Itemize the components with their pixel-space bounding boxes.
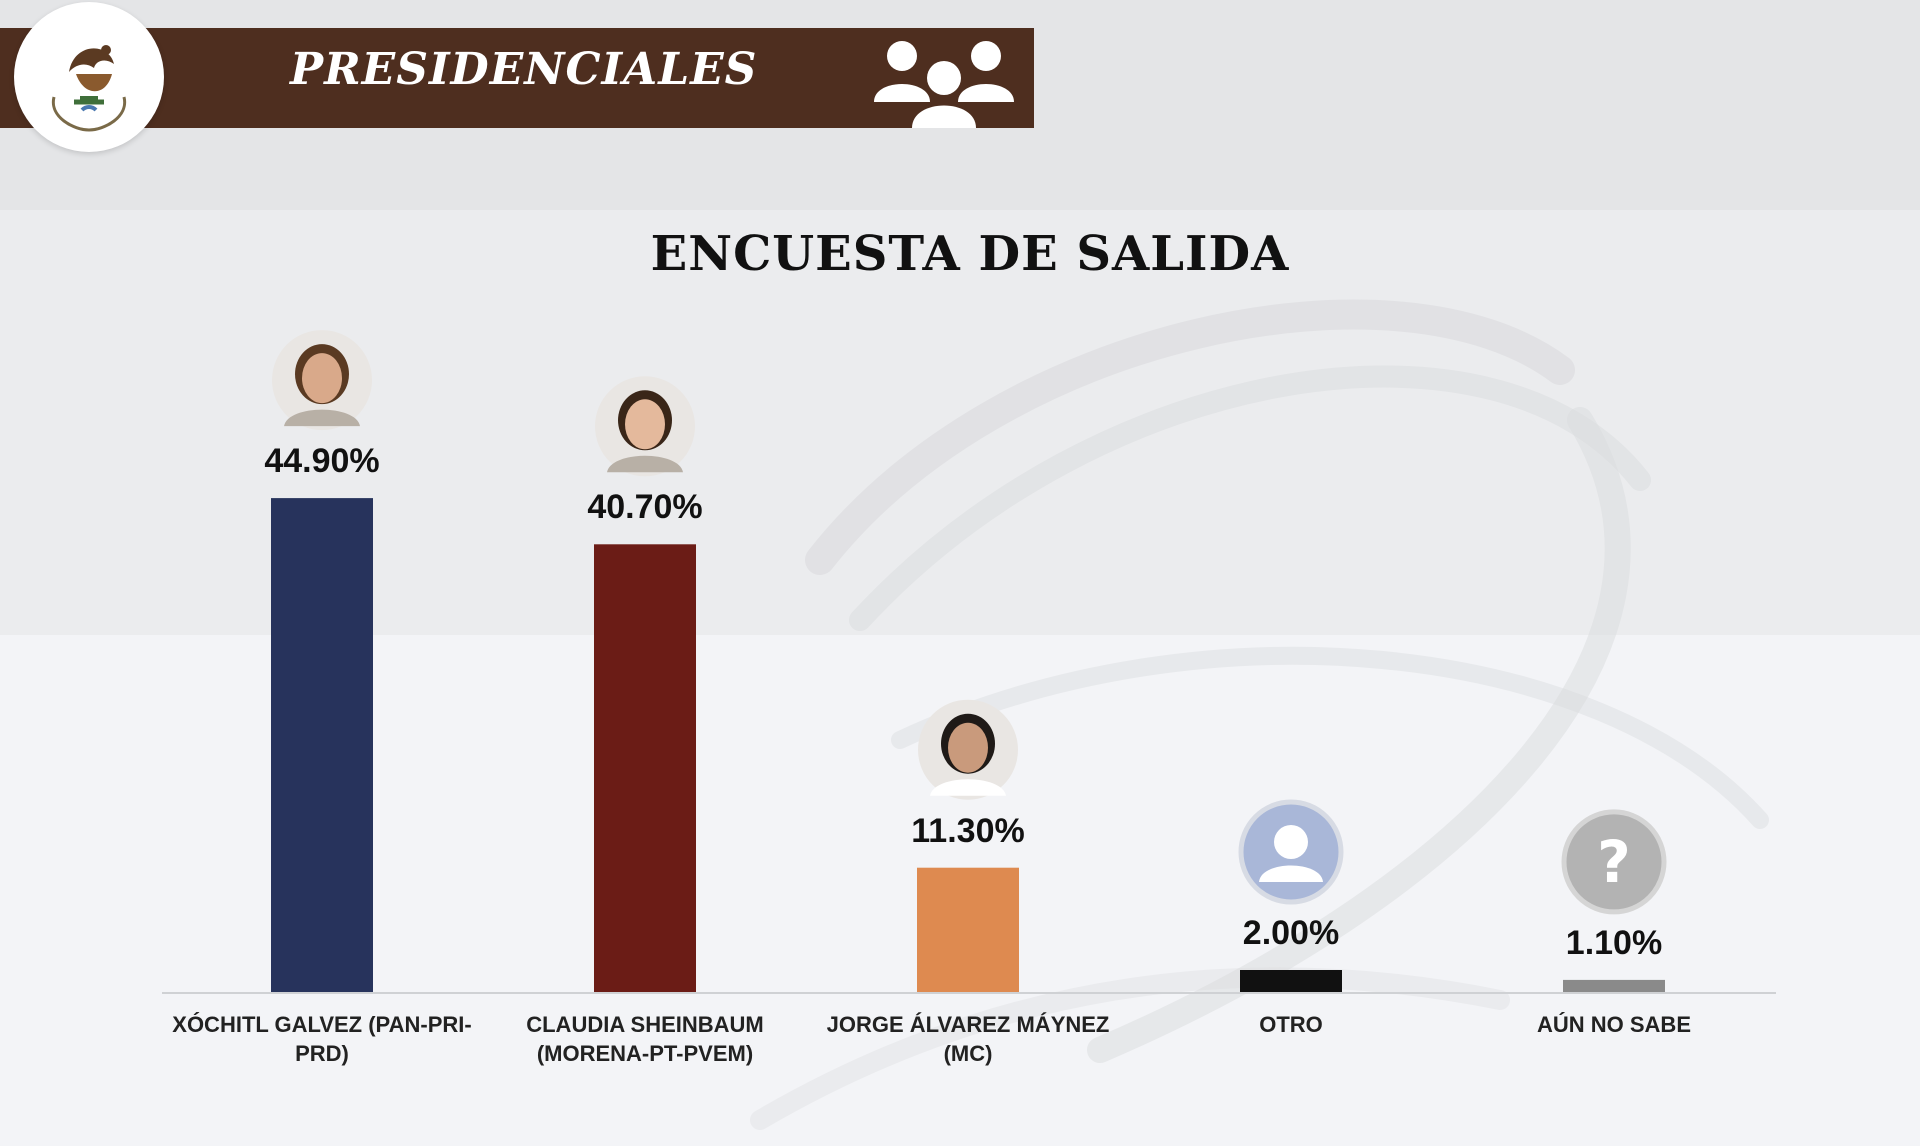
value-label-claudia-sheinbaum: 40.70% <box>587 488 703 527</box>
avatar-claudia-sheinbaum <box>595 376 695 477</box>
bar-claudia-sheinbaum <box>594 544 696 992</box>
avatar-jorge-alvarez-maynez <box>918 699 1018 800</box>
people-group-icon <box>874 41 1014 128</box>
bar-aun-no-sabe <box>1563 979 1665 992</box>
bar-xochitl-galvez <box>271 498 373 992</box>
category-label-xochitl-galvez: XÓCHITL GALVEZ (PAN-PRI- PRD) <box>172 1012 472 1066</box>
generic-user-icon <box>1238 799 1344 905</box>
category-label-aun-no-sabe: AÚN NO SABE <box>1536 1012 1691 1037</box>
svg-text:?: ? <box>1597 828 1631 896</box>
mexico-coat-of-arms-icon <box>14 2 164 152</box>
value-label-jorge-alvarez-maynez: 11.30% <box>911 811 1025 850</box>
avatar-xochitl-galvez <box>272 330 372 431</box>
category-label-jorge-alvarez-maynez: JORGE ÁLVAREZ MÁYNEZ (MC) <box>826 1012 1110 1066</box>
header-title: PRESIDENCIALES <box>290 44 758 95</box>
category-label-otro: OTRO <box>1259 1012 1323 1037</box>
category-label-claudia-sheinbaum: CLAUDIA SHEINBAUM (MORENA-PT-PVEM) <box>526 1012 764 1066</box>
chart-title: ENCUESTA DE SALIDA <box>650 226 1290 282</box>
bar-jorge-alvarez-maynez <box>917 867 1019 992</box>
bar-otro <box>1240 970 1342 992</box>
header-bar <box>0 28 1034 128</box>
question-mark-icon: ? <box>1561 809 1667 915</box>
value-label-aun-no-sabe: 1.10% <box>1565 923 1663 962</box>
value-label-otro: 2.00% <box>1242 914 1340 952</box>
value-label-xochitl-galvez: 44.90% <box>264 442 380 481</box>
